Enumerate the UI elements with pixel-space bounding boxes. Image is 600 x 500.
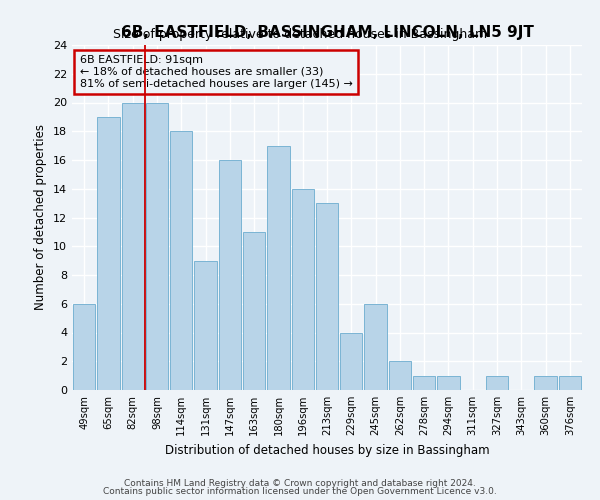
Y-axis label: Number of detached properties: Number of detached properties xyxy=(34,124,47,310)
Bar xyxy=(437,376,460,390)
Bar xyxy=(364,304,387,390)
Bar xyxy=(267,146,290,390)
Bar xyxy=(194,260,217,390)
Bar xyxy=(146,102,168,390)
Bar xyxy=(535,376,557,390)
Text: Contains HM Land Registry data © Crown copyright and database right 2024.: Contains HM Land Registry data © Crown c… xyxy=(124,479,476,488)
Bar xyxy=(218,160,241,390)
Bar xyxy=(559,376,581,390)
Bar xyxy=(170,131,193,390)
Title: 6B, EASTFIELD, BASSINGHAM, LINCOLN, LN5 9JT: 6B, EASTFIELD, BASSINGHAM, LINCOLN, LN5 … xyxy=(121,24,533,40)
X-axis label: Distribution of detached houses by size in Bassingham: Distribution of detached houses by size … xyxy=(164,444,490,456)
Text: 6B EASTFIELD: 91sqm
← 18% of detached houses are smaller (33)
81% of semi-detach: 6B EASTFIELD: 91sqm ← 18% of detached ho… xyxy=(80,56,353,88)
Bar xyxy=(243,232,265,390)
Bar xyxy=(486,376,508,390)
Text: Contains public sector information licensed under the Open Government Licence v3: Contains public sector information licen… xyxy=(103,487,497,496)
Bar xyxy=(73,304,95,390)
Bar xyxy=(316,203,338,390)
Bar xyxy=(122,102,144,390)
Bar xyxy=(340,332,362,390)
Bar xyxy=(389,361,411,390)
Text: Size of property relative to detached houses in Bassingham: Size of property relative to detached ho… xyxy=(113,28,487,41)
Bar xyxy=(413,376,436,390)
Bar xyxy=(292,188,314,390)
Bar xyxy=(97,117,119,390)
